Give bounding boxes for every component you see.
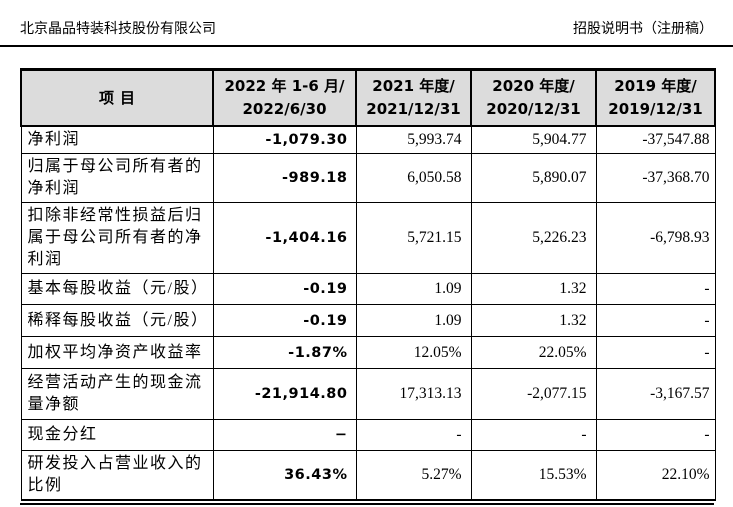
cell-value: - <box>355 419 472 451</box>
column-header-2021: 2021 年度/ 2021/12/31 <box>355 69 472 127</box>
cell-value: - <box>470 419 597 451</box>
table-row-weighted-roe: 加权平均净资产收益率 -1.87% 12.05% 22.05% - <box>20 336 716 369</box>
cell-value: 1.32 <box>470 273 597 305</box>
table-row-basic-eps: 基本每股收益（元/股） -0.19 1.09 1.32 - <box>20 273 716 305</box>
cell-value: 5,904.77 <box>470 125 597 154</box>
cell-value: -1.87% <box>212 336 357 369</box>
page-header: 北京晶品特装科技股份有限公司 招股说明书（注册稿） <box>0 0 733 38</box>
cell-value: 1.32 <box>470 304 597 337</box>
period-line1: 2020 年度/ <box>492 77 575 95</box>
table-row-cash-dividend: 现金分红 − - - - <box>20 419 716 451</box>
cell-value: 22.05% <box>470 336 597 369</box>
header-rule <box>0 45 733 47</box>
column-header-2019: 2019 年度/ 2019/12/31 <box>595 69 716 127</box>
doc-type: 招股说明书（注册稿） <box>573 22 713 37</box>
table-row-parent-net-profit: 归属于母公司所有者的净利润 -989.18 6,050.58 5,890.07 … <box>20 153 716 203</box>
period-line2: 2022/6/30 <box>242 100 327 118</box>
period-line1: 2021 年度/ <box>372 77 455 95</box>
row-label: 扣除非经常性损益后归属于母公司所有者的净利润 <box>20 202 214 274</box>
cell-value: 5,721.15 <box>355 202 472 274</box>
row-label: 经营活动产生的现金流量净额 <box>20 368 214 420</box>
column-header-2022: 2022 年 1-6 月/ 2022/6/30 <box>212 69 357 127</box>
table-header-row: 项目 2022 年 1-6 月/ 2022/6/30 2021 年度/ 2021… <box>20 69 716 127</box>
table-row-deducted-net-profit: 扣除非经常性损益后归属于母公司所有者的净利润 -1,404.16 5,721.1… <box>20 202 716 274</box>
cell-value: 15.53% <box>470 450 597 501</box>
row-label: 净利润 <box>20 125 214 154</box>
cell-value: 5,890.07 <box>470 153 597 203</box>
column-header-2020: 2020 年度/ 2020/12/31 <box>470 69 597 127</box>
cell-value: - <box>595 273 716 305</box>
cell-value: 1.09 <box>355 273 472 305</box>
cell-value: -6,798.93 <box>595 202 716 274</box>
cell-value: -1,079.30 <box>212 125 357 154</box>
row-label: 研发投入占营业收入的比例 <box>20 450 214 501</box>
cell-value: 1.09 <box>355 304 472 337</box>
cell-value: 5,226.23 <box>470 202 597 274</box>
financial-summary-table: 项目 2022 年 1-6 月/ 2022/6/30 2021 年度/ 2021… <box>20 68 716 501</box>
cell-value: -21,914.80 <box>212 368 357 420</box>
row-label: 基本每股收益（元/股） <box>20 273 214 305</box>
cell-value: 6,050.58 <box>355 153 472 203</box>
cell-value: 17,313.13 <box>355 368 472 420</box>
period-line2: 2021/12/31 <box>366 100 461 118</box>
cell-value: -2,077.15 <box>470 368 597 420</box>
table-row-net-profit: 净利润 -1,079.30 5,993.74 5,904.77 -37,547.… <box>20 125 716 154</box>
row-label: 归属于母公司所有者的净利润 <box>20 153 214 203</box>
cell-value: -3,167.57 <box>595 368 716 420</box>
cell-value: - <box>595 336 716 369</box>
table-row-diluted-eps: 稀释每股收益（元/股） -0.19 1.09 1.32 - <box>20 304 716 337</box>
period-line2: 2019/12/31 <box>608 100 703 118</box>
cell-value: -37,368.70 <box>595 153 716 203</box>
row-label: 加权平均净资产收益率 <box>20 336 214 369</box>
table-row-operating-cash-flow: 经营活动产生的现金流量净额 -21,914.80 17,313.13 -2,07… <box>20 368 716 420</box>
period-line2: 2020/12/31 <box>486 100 581 118</box>
table-row-rd-expense-ratio: 研发投入占营业收入的比例 36.43% 5.27% 15.53% 22.10% <box>20 450 716 501</box>
cell-value: 36.43% <box>212 450 357 501</box>
row-label: 稀释每股收益（元/股） <box>20 304 214 337</box>
cell-value: -0.19 <box>212 273 357 305</box>
cell-value: -37,547.88 <box>595 125 716 154</box>
cell-value: 22.10% <box>595 450 716 501</box>
period-line1: 2022 年 1-6 月/ <box>224 77 345 95</box>
cell-value: 5.27% <box>355 450 472 501</box>
row-label: 现金分红 <box>20 419 214 451</box>
company-name: 北京晶品特装科技股份有限公司 <box>20 22 216 37</box>
cell-value: -0.19 <box>212 304 357 337</box>
cell-value: -989.18 <box>212 153 357 203</box>
table-bottom-double-rule <box>20 503 714 505</box>
cell-value: 12.05% <box>355 336 472 369</box>
cell-value: 5,993.74 <box>355 125 472 154</box>
column-header-item: 项目 <box>20 69 214 127</box>
cell-value: - <box>595 304 716 337</box>
period-line1: 2019 年度/ <box>614 77 697 95</box>
cell-value: − <box>212 419 357 451</box>
cell-value: - <box>595 419 716 451</box>
cell-value: -1,404.16 <box>212 202 357 274</box>
